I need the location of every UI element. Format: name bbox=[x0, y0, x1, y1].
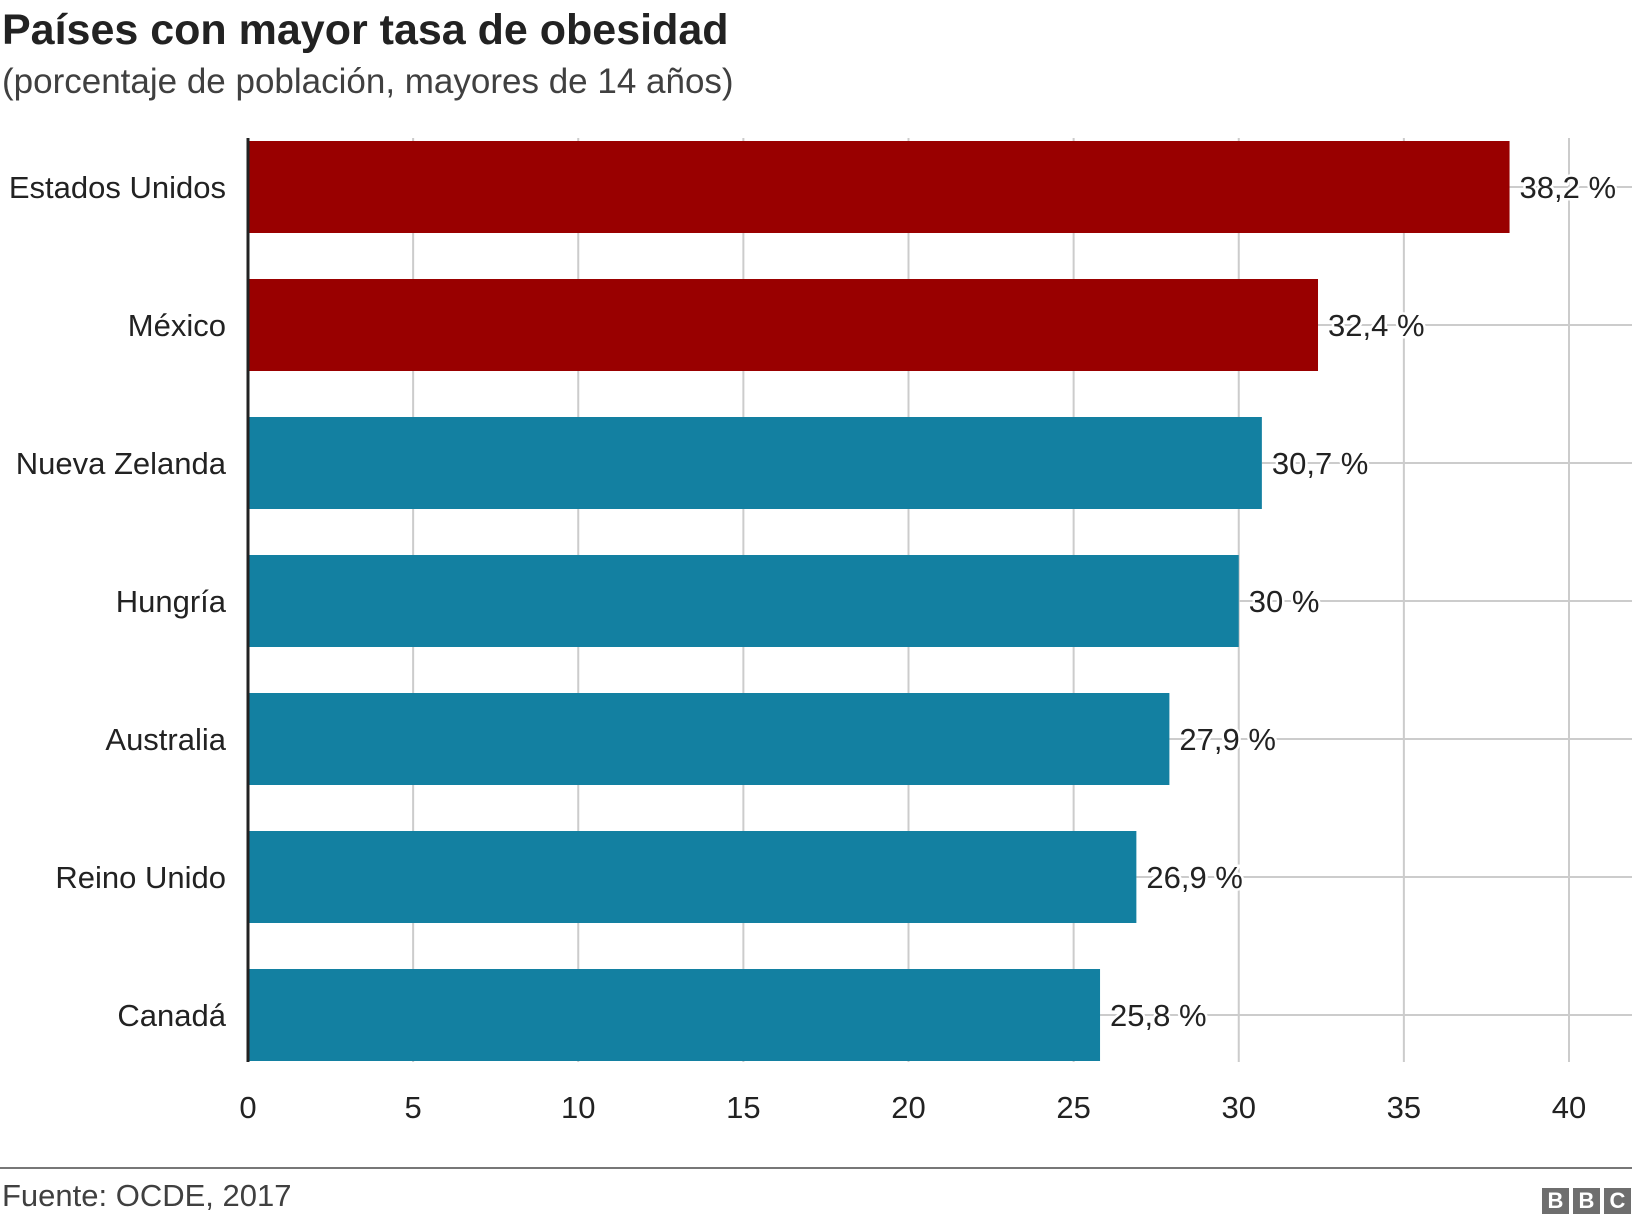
bar bbox=[248, 141, 1510, 233]
data-label: 26,9 % bbox=[1146, 860, 1243, 895]
category-label: Estados Unidos bbox=[9, 170, 226, 205]
chart-subtitle: (porcentaje de población, mayores de 14 … bbox=[2, 62, 734, 101]
data-label: 25,8 % bbox=[1110, 998, 1207, 1033]
chart-title: Países con mayor tasa de obesidad bbox=[2, 6, 729, 54]
bar bbox=[248, 417, 1262, 509]
x-tick-label: 15 bbox=[726, 1090, 760, 1125]
data-label: 27,9 % bbox=[1179, 722, 1276, 757]
bar bbox=[248, 555, 1239, 647]
bar bbox=[248, 279, 1319, 371]
bar bbox=[248, 831, 1137, 923]
source-note: Fuente: OCDE, 2017 bbox=[2, 1178, 292, 1213]
data-label: 32,4 % bbox=[1328, 308, 1425, 343]
category-label: Australia bbox=[105, 722, 226, 757]
x-tick-label: 30 bbox=[1222, 1090, 1256, 1125]
data-label: 30,7 % bbox=[1272, 446, 1369, 481]
category-label: Reino Unido bbox=[55, 860, 226, 895]
category-label: Canadá bbox=[117, 998, 226, 1033]
category-label: Hungría bbox=[116, 584, 227, 619]
x-tick-label: 0 bbox=[239, 1090, 256, 1125]
data-label: 38,2 % bbox=[1520, 170, 1617, 205]
data-label: 30 % bbox=[1249, 584, 1320, 619]
x-tick-label: 10 bbox=[561, 1090, 595, 1125]
category-label: Nueva Zelanda bbox=[16, 446, 227, 481]
x-tick-label: 40 bbox=[1552, 1090, 1586, 1125]
bar-chart: 0 5 10 15 20 25 30 35 40 Estados Unidos 38,2 % Méxi… bbox=[9, 138, 1632, 1125]
bar bbox=[248, 693, 1170, 785]
footer-divider bbox=[0, 1167, 1632, 1169]
x-tick-label: 35 bbox=[1387, 1090, 1421, 1125]
category-label: México bbox=[128, 308, 226, 343]
bar bbox=[248, 969, 1101, 1061]
x-tick-label: 5 bbox=[405, 1090, 422, 1125]
x-tick-label: 25 bbox=[1056, 1090, 1090, 1125]
x-tick-label: 20 bbox=[891, 1090, 925, 1125]
